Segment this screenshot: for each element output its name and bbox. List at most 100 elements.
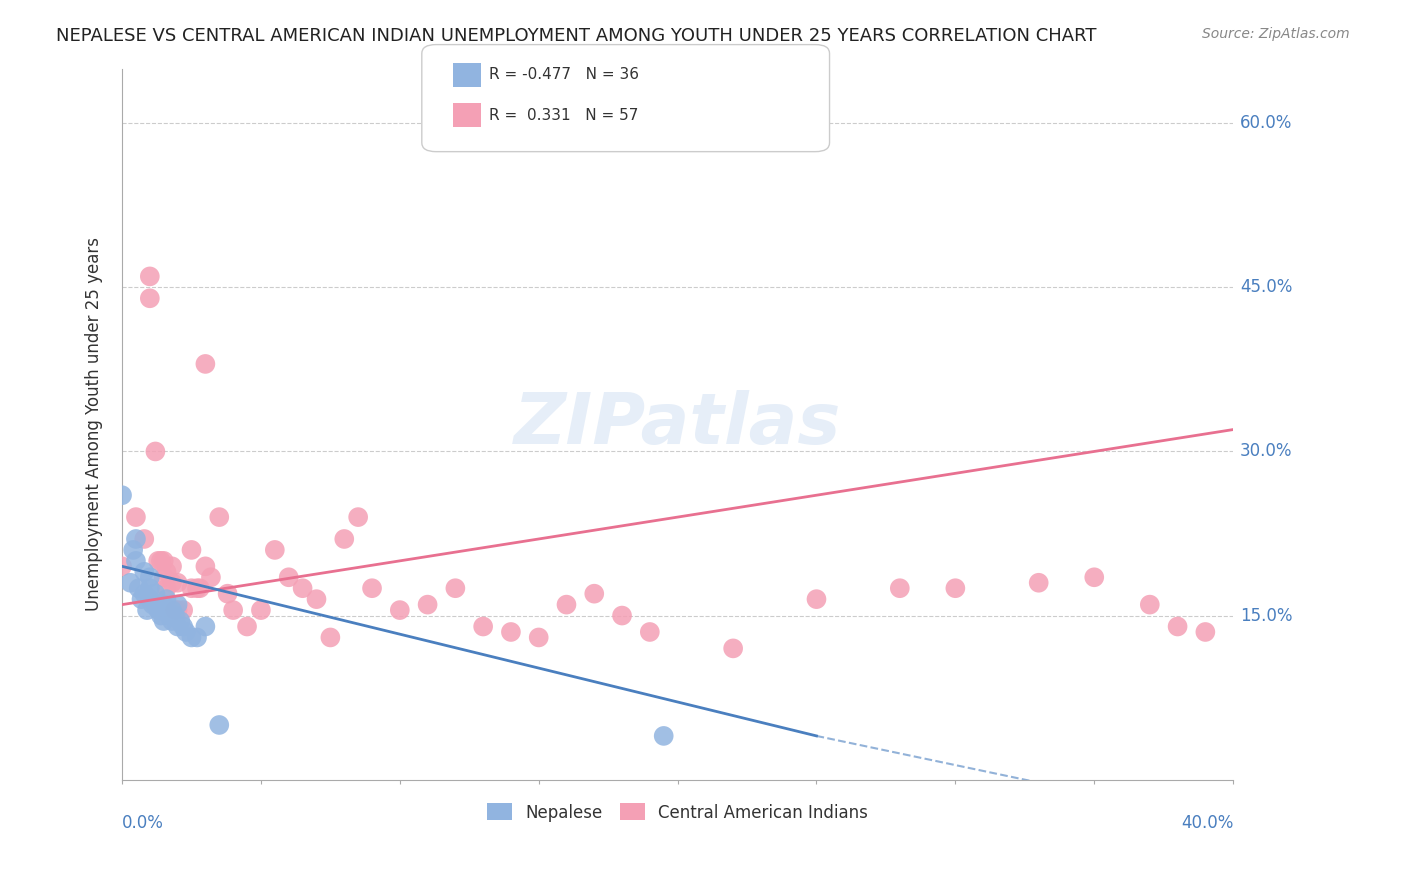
Central American Indians <box>277 570 299 584</box>
Nepalese <box>157 608 180 623</box>
Text: 40.0%: 40.0% <box>1181 814 1233 832</box>
Nepalese <box>122 543 145 558</box>
Central American Indians <box>361 581 384 595</box>
Central American Indians <box>208 510 231 524</box>
Text: 0.0%: 0.0% <box>122 814 165 832</box>
Central American Indians <box>160 559 183 574</box>
Central American Indians <box>186 581 208 595</box>
Central American Indians <box>194 559 217 574</box>
Nepalese <box>152 614 174 628</box>
Nepalese <box>155 592 177 607</box>
Central American Indians <box>1028 575 1050 590</box>
Central American Indians <box>263 543 285 558</box>
Central American Indians <box>188 581 211 595</box>
Central American Indians <box>152 554 174 568</box>
Central American Indians <box>291 581 314 595</box>
Central American Indians <box>250 603 273 617</box>
Central American Indians <box>139 269 162 284</box>
Central American Indians <box>416 598 439 612</box>
Central American Indians <box>806 592 828 607</box>
Central American Indians <box>1139 598 1161 612</box>
Nepalese <box>160 614 183 628</box>
Central American Indians <box>172 603 194 617</box>
Text: R =  0.331   N = 57: R = 0.331 N = 57 <box>489 108 638 122</box>
Central American Indians <box>444 581 467 595</box>
Central American Indians <box>333 532 356 546</box>
Central American Indians <box>155 581 177 595</box>
Nepalese <box>142 598 165 612</box>
Central American Indians <box>166 603 188 617</box>
Text: NEPALESE VS CENTRAL AMERICAN INDIAN UNEMPLOYMENT AMONG YOUTH UNDER 25 YEARS CORR: NEPALESE VS CENTRAL AMERICAN INDIAN UNEM… <box>56 27 1097 45</box>
Nepalese <box>139 592 162 607</box>
Central American Indians <box>200 570 222 584</box>
Nepalese <box>174 624 197 639</box>
Text: ZIPatlas: ZIPatlas <box>515 390 841 458</box>
Nepalese <box>145 587 167 601</box>
Text: Source: ZipAtlas.com: Source: ZipAtlas.com <box>1202 27 1350 41</box>
Nepalese <box>166 598 188 612</box>
Nepalese <box>125 532 148 546</box>
Central American Indians <box>236 619 259 633</box>
Text: R = -0.477   N = 36: R = -0.477 N = 36 <box>489 68 640 82</box>
Central American Indians <box>527 631 550 645</box>
Legend: Nepalese, Central American Indians: Nepalese, Central American Indians <box>481 797 875 829</box>
Central American Indians <box>472 619 495 633</box>
Central American Indians <box>149 554 172 568</box>
Nepalese <box>208 718 231 732</box>
Central American Indians <box>638 624 661 639</box>
Central American Indians <box>721 641 744 656</box>
Central American Indians <box>319 631 342 645</box>
Nepalese <box>149 608 172 623</box>
Nepalese <box>163 608 186 623</box>
Text: 45.0%: 45.0% <box>1240 278 1292 296</box>
Central American Indians <box>583 587 606 601</box>
Nepalese <box>131 592 153 607</box>
Central American Indians <box>139 291 162 305</box>
Nepalese <box>160 603 183 617</box>
Nepalese <box>166 619 188 633</box>
Nepalese <box>125 554 148 568</box>
Central American Indians <box>152 570 174 584</box>
Nepalese <box>111 488 134 502</box>
Nepalese <box>152 598 174 612</box>
Central American Indians <box>166 575 188 590</box>
Central American Indians <box>1167 619 1189 633</box>
Nepalese <box>134 565 156 579</box>
Central American Indians <box>155 565 177 579</box>
Nepalese <box>180 631 202 645</box>
Nepalese <box>139 570 162 584</box>
Y-axis label: Unemployment Among Youth under 25 years: Unemployment Among Youth under 25 years <box>86 237 103 611</box>
Central American Indians <box>305 592 328 607</box>
Central American Indians <box>222 603 245 617</box>
Central American Indians <box>163 603 186 617</box>
Nepalese <box>120 575 142 590</box>
Nepalese <box>134 587 156 601</box>
Central American Indians <box>1083 570 1105 584</box>
Central American Indians <box>146 554 169 568</box>
Central American Indians <box>943 581 966 595</box>
Central American Indians <box>125 510 148 524</box>
Central American Indians <box>160 575 183 590</box>
Nepalese <box>169 614 191 628</box>
Nepalese <box>194 619 217 633</box>
Nepalese <box>145 598 167 612</box>
Central American Indians <box>347 510 370 524</box>
Central American Indians <box>555 598 578 612</box>
Central American Indians <box>388 603 411 617</box>
Central American Indians <box>610 608 633 623</box>
Nepalese <box>128 581 150 595</box>
Central American Indians <box>145 444 167 458</box>
Nepalese <box>155 603 177 617</box>
Central American Indians <box>111 559 134 574</box>
Text: 30.0%: 30.0% <box>1240 442 1292 460</box>
Text: 15.0%: 15.0% <box>1240 607 1292 624</box>
Central American Indians <box>1194 624 1216 639</box>
Nepalese <box>652 729 675 743</box>
Text: 60.0%: 60.0% <box>1240 114 1292 132</box>
Central American Indians <box>889 581 911 595</box>
Central American Indians <box>134 532 156 546</box>
Nepalese <box>139 581 162 595</box>
Central American Indians <box>194 357 217 371</box>
Central American Indians <box>217 587 239 601</box>
Nepalese <box>136 603 159 617</box>
